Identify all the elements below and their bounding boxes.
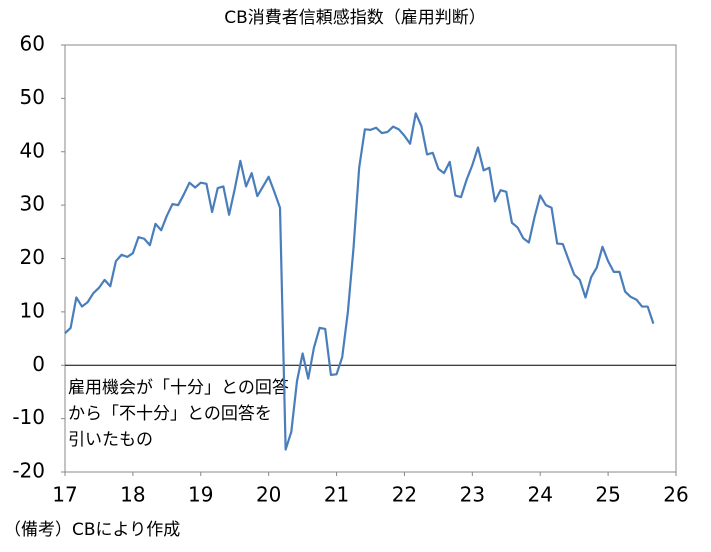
y-tick-label: 50: [20, 85, 45, 109]
x-tick-label: 18: [120, 483, 145, 507]
y-tick-label: -20: [12, 459, 45, 483]
y-tick-label: -10: [12, 405, 45, 429]
chart-title: CB消費者信頼感指数（雇用判断）: [224, 8, 486, 28]
x-tick-label: 22: [392, 483, 417, 507]
x-tick-label: 19: [188, 483, 213, 507]
y-tick-label: 0: [32, 352, 45, 376]
annotation: 引いたもの: [68, 430, 153, 450]
y-tick-label: 30: [20, 192, 45, 216]
y-tick-label: 10: [20, 298, 45, 322]
x-tick-label: 17: [52, 483, 77, 507]
annotation: から「不十分」との回答を: [68, 404, 272, 424]
x-tick-label: 24: [527, 483, 552, 507]
y-tick-label: 60: [20, 32, 45, 56]
y-tick-label: 20: [20, 245, 45, 269]
x-tick-label: 25: [595, 483, 620, 507]
x-tick-label: 21: [324, 483, 349, 507]
note: （備考）CBにより作成: [4, 520, 180, 540]
x-tick-label: 20: [256, 483, 281, 507]
data-line: [64, 112, 655, 451]
x-tick-label: 26: [663, 483, 688, 507]
y-tick-label: 40: [20, 138, 45, 162]
x-tick-label: 23: [460, 483, 485, 507]
annotation: 雇用機会が「十分」との回答: [68, 378, 289, 398]
